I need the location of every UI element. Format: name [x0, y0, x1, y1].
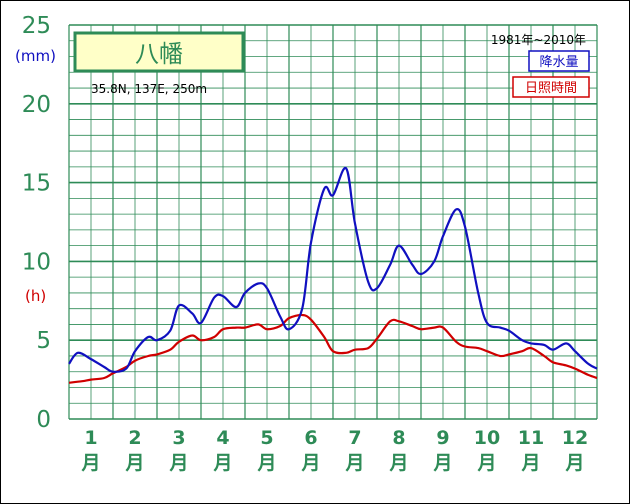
legend-box-sun [512, 76, 590, 98]
legend-box-precip [528, 50, 590, 72]
y-tick-label: 25 [22, 13, 51, 39]
x-tick-label: 6 [304, 427, 317, 449]
x-tick-label: 3 [172, 427, 185, 449]
sunshine-line [68, 313, 598, 384]
x-tick-suffix: 月 [256, 452, 276, 474]
x-tick-suffix: 月 [388, 452, 408, 474]
y-tick-label: 10 [22, 249, 51, 275]
x-tick-label: 9 [436, 427, 449, 449]
x-tick-label: 5 [260, 427, 273, 449]
y-tick-label: 5 [36, 328, 51, 354]
x-tick-label: 2 [128, 427, 141, 449]
y-tick-label: 20 [22, 92, 51, 118]
precip-line [68, 166, 598, 373]
x-tick-suffix: 月 [212, 452, 232, 474]
legend-label-precip: 降水量 [539, 55, 578, 70]
x-tick-suffix: 月 [520, 452, 540, 474]
x-tick-suffix: 月 [432, 452, 452, 474]
x-tick-label: 10 [474, 427, 500, 449]
location-label: 35.8N, 137E, 250m [91, 82, 207, 96]
y-tick-label: 0 [36, 407, 51, 433]
y-axis-ticks: 0 5 10 15 20 25 [22, 13, 51, 433]
x-tick-label: 4 [216, 427, 229, 449]
x-tick-label: 7 [348, 427, 361, 449]
series-lines [68, 166, 598, 384]
y-tick-label: 15 [22, 171, 51, 197]
x-tick-suffix: 月 [80, 452, 100, 474]
x-tick-label: 11 [518, 427, 544, 449]
legend-label-sun: 日照時間 [525, 81, 577, 96]
x-tick-label: 12 [562, 427, 588, 449]
x-tick-suffix: 月 [564, 452, 584, 474]
title-box: 八幡 [73, 31, 245, 73]
x-tick-label: 1 [84, 427, 97, 449]
x-tick-label: 8 [392, 427, 405, 449]
chart-title: 八幡 [135, 40, 183, 68]
x-tick-suffix: 月 [344, 452, 364, 474]
precip-unit-label: (mm) [15, 47, 56, 65]
x-tick-suffix: 月 [300, 452, 320, 474]
x-axis-ticks: 1 月 2 月 3 月 4 月 5 月 6 月 7 月 8 月 9 月 10 月 11 月 12 月 [80, 427, 588, 474]
x-tick-suffix: 月 [168, 452, 188, 474]
period-label: 1981年~2010年 [491, 33, 586, 47]
legend: 降水量 日照時間 [512, 50, 590, 98]
sun-unit-label: (h) [25, 287, 46, 305]
x-tick-suffix: 月 [476, 452, 496, 474]
x-tick-suffix: 月 [124, 452, 144, 474]
